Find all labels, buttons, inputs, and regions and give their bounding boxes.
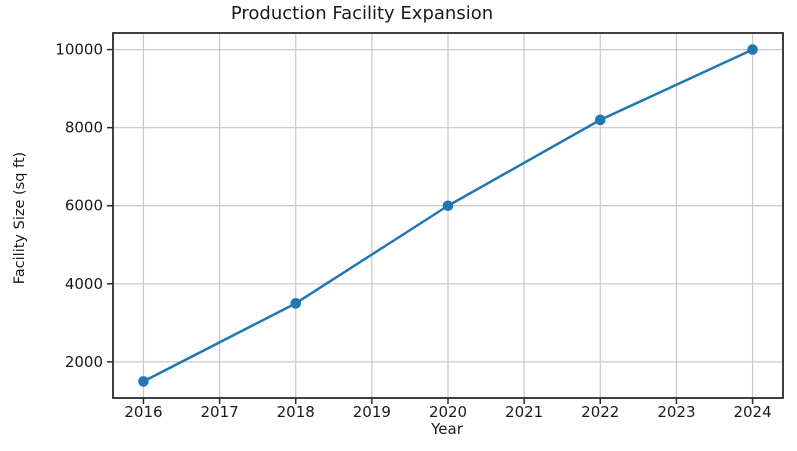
data-point xyxy=(290,298,302,309)
y-tick-label: 2000 xyxy=(65,353,103,371)
y-tick-label: 4000 xyxy=(65,275,103,293)
y-tick-label: 6000 xyxy=(65,197,103,215)
data-point xyxy=(442,200,454,212)
y-tick-label: 10000 xyxy=(55,41,103,59)
y-tick-label: 8000 xyxy=(65,119,103,137)
data-point xyxy=(747,44,758,55)
x-tick-label: 2017 xyxy=(200,403,238,421)
x-tick-label: 2023 xyxy=(657,403,695,421)
data-point xyxy=(138,376,149,387)
chart-title: Production Facility Expansion xyxy=(230,3,494,24)
axes-frame xyxy=(112,32,784,399)
x-tick-label: 2018 xyxy=(277,403,315,421)
x-tick-label: 2019 xyxy=(353,403,391,421)
x-tick-label: 2020 xyxy=(429,403,467,421)
x-tick-label: 2016 xyxy=(124,403,162,421)
x-tick-label: 2022 xyxy=(581,403,619,421)
x-tick-label: 2024 xyxy=(733,403,771,421)
data-point xyxy=(594,114,606,126)
x-tick-label: 2021 xyxy=(505,403,543,421)
x-axis-label: Year xyxy=(431,420,463,438)
